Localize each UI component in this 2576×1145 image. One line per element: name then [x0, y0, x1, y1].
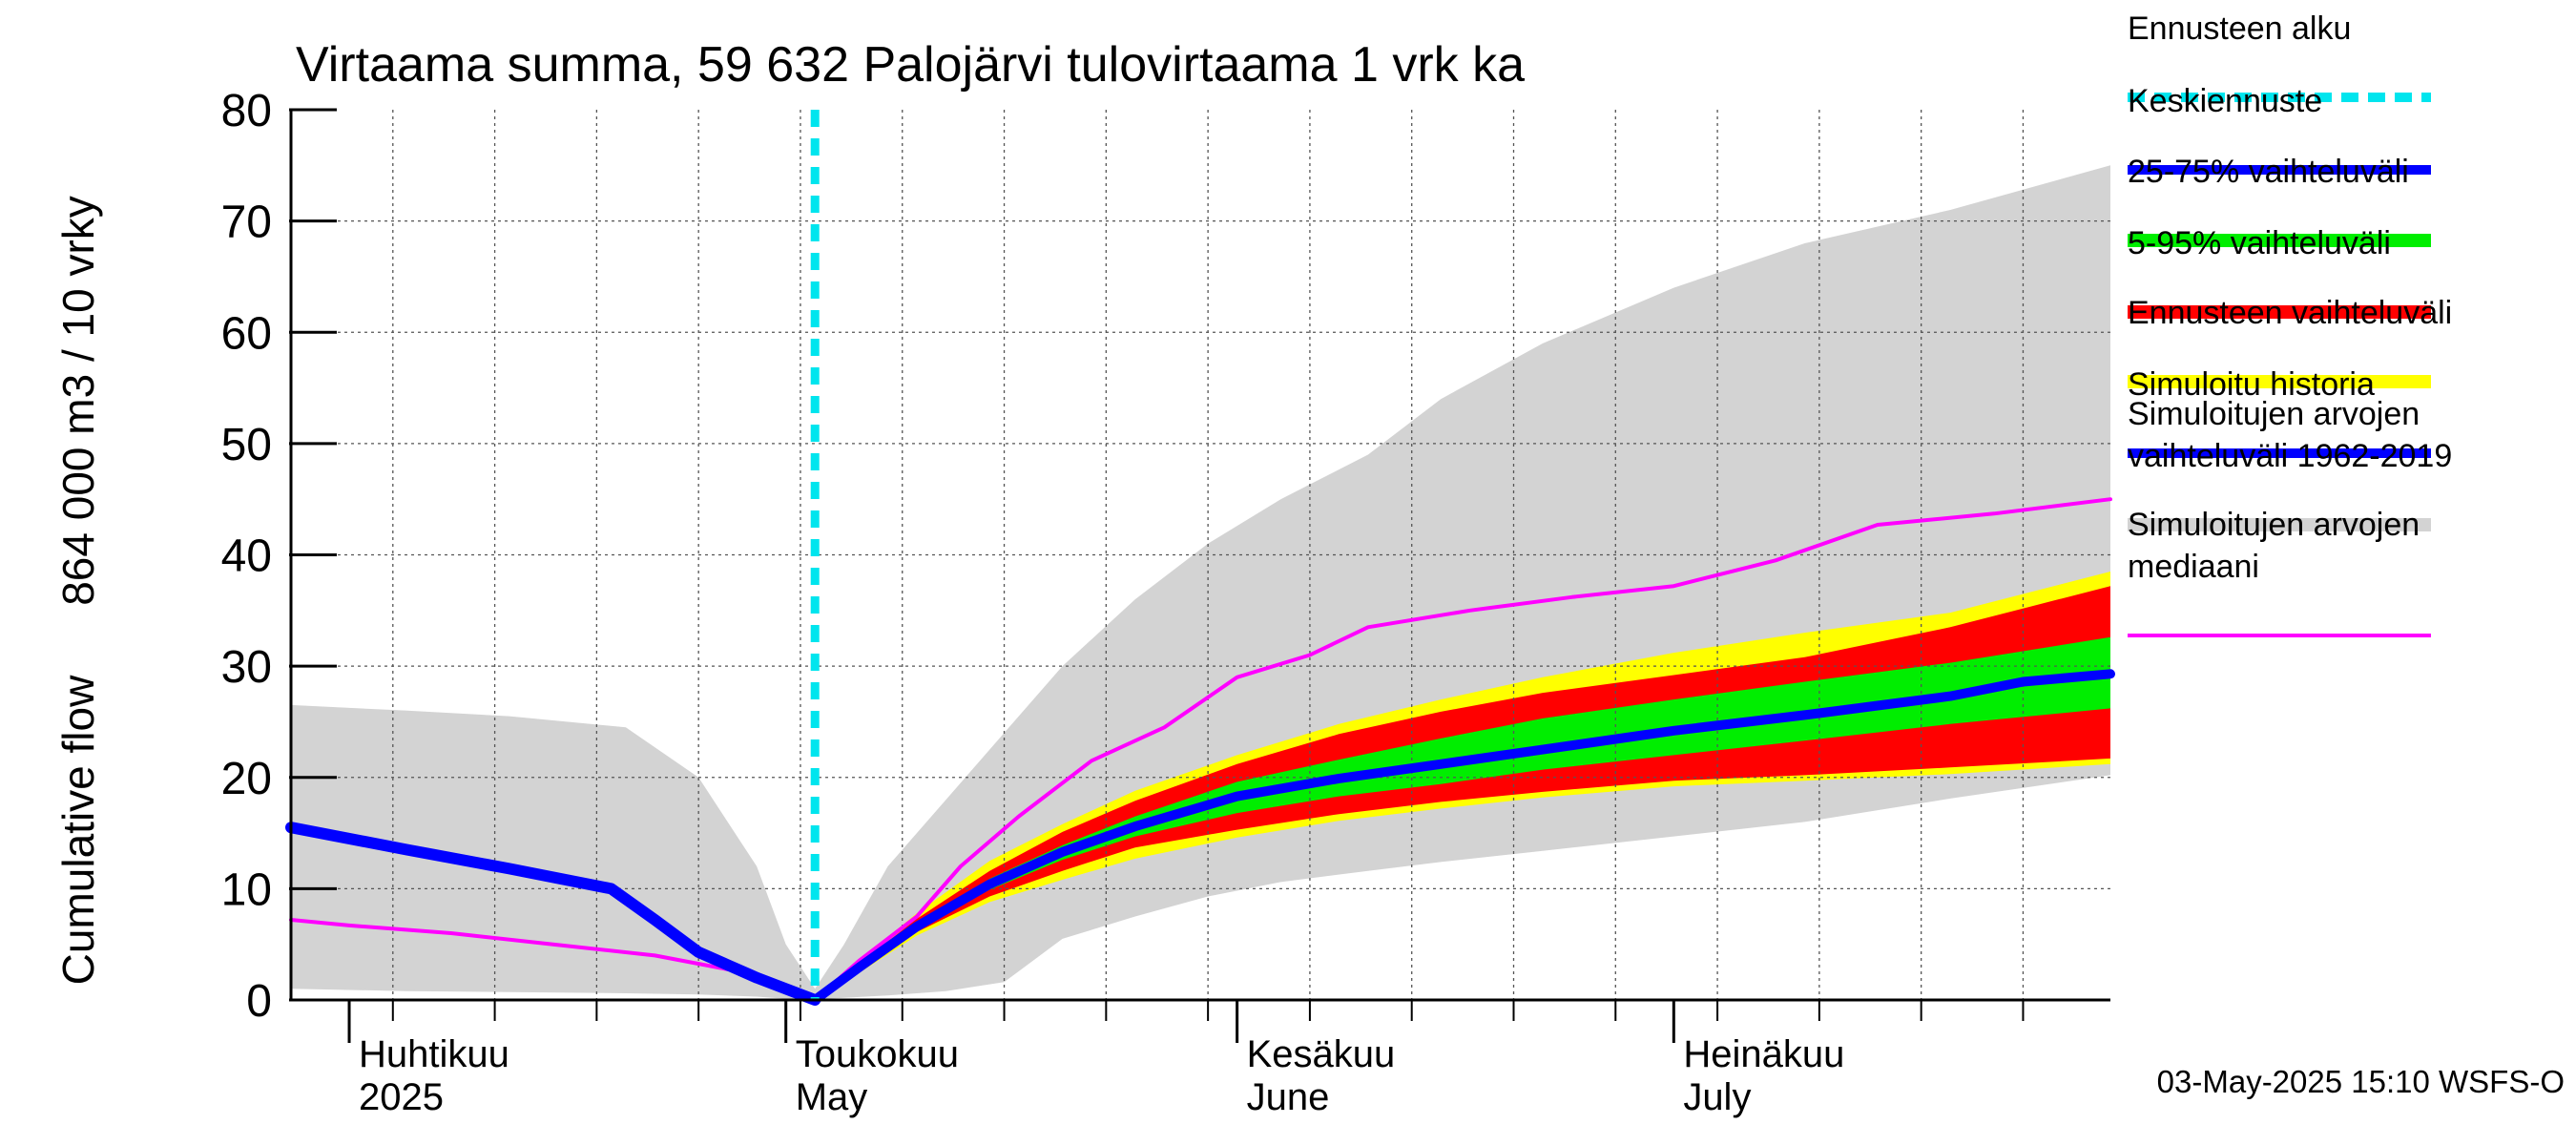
y-tick-label: 60: [221, 308, 272, 359]
month-label-fi: Huhtikuu: [359, 1033, 509, 1075]
month-label-en: 2025: [359, 1076, 444, 1118]
legend-label: 25-75% vaihteluväli: [2128, 154, 2409, 190]
month-label-en: June: [1247, 1076, 1330, 1118]
y-tick-label: 80: [221, 86, 272, 136]
y-tick-label: 20: [221, 754, 272, 804]
band-25-75: [815, 636, 2111, 1001]
legend-label: Ennusteen alku: [2128, 10, 2351, 47]
month-label-fi: Heinäkuu: [1683, 1033, 1844, 1075]
month-label-fi: Kesäkuu: [1247, 1033, 1396, 1075]
month-label-en: May: [796, 1076, 868, 1118]
y-tick-label: 0: [246, 976, 272, 1027]
legend-label: Simuloitujen arvojen: [2128, 396, 2420, 432]
y-tick-label: 30: [221, 642, 272, 693]
y-axis-label-line1: Cumulative flow: [53, 675, 103, 985]
legend-label: Simuloitu historia: [2128, 366, 2375, 403]
simulated-history-line: [285, 822, 821, 1006]
y-tick-label: 10: [221, 864, 272, 915]
hist-range-band: [291, 165, 2110, 1000]
chart-title: Virtaama summa, 59 632 Palojärvi tulovir…: [296, 37, 1525, 93]
month-label-fi: Toukokuu: [796, 1033, 959, 1075]
y-tick-label: 70: [221, 198, 272, 248]
legend-label: 5-95% vaihteluväli: [2128, 225, 2391, 261]
legend-label: vaihteluväli 1962-2019: [2128, 438, 2452, 474]
legend-label: Ennusteen vaihteluväli: [2128, 295, 2452, 331]
mean-forecast-line: [810, 669, 2115, 1005]
y-tick-label: 50: [221, 420, 272, 470]
hist-median-line: [289, 497, 2112, 1002]
legend-label: mediaani: [2128, 549, 2259, 585]
y-axis-label-line2: 864 000 m3 / 10 vrky: [53, 196, 103, 606]
legend: Ennusteen alku Keskiennuste 25-75% vaihtel…: [2128, 10, 2452, 637]
month-label-en: July: [1683, 1076, 1751, 1118]
footer-timestamp: 03-May-2025 15:10 WSFS-O: [2157, 1064, 2565, 1099]
legend-label: Simuloitujen arvojen: [2128, 507, 2420, 543]
y-tick-label: 40: [221, 531, 272, 582]
legend-label: Keskiennuste: [2128, 83, 2322, 119]
